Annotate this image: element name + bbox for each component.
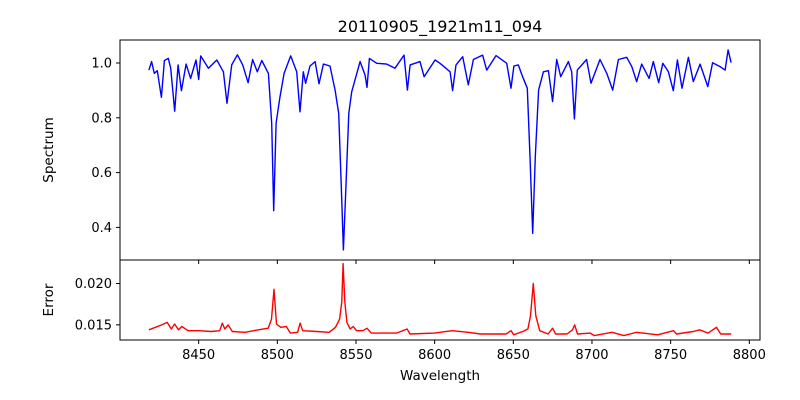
spectrum-panel: 0.4 0.6 0.8 1.0 <box>91 39 761 264</box>
y-tick-label: 0.015 <box>75 318 112 333</box>
y-tick-label: 0.8 <box>91 111 112 126</box>
error-panel: 8450 8500 8550 8600 8650 8700 8750 8800 0.015 0.0… <box>75 259 766 363</box>
x-tick-label: 8800 <box>733 348 766 363</box>
x-axis-label: Wavelength <box>400 368 480 384</box>
y-tick-label: 0.6 <box>91 166 112 181</box>
x-tick-label: 8650 <box>497 348 530 363</box>
axes-frame <box>119 39 761 261</box>
x-tick-label: 8750 <box>654 348 687 363</box>
axes-frame <box>119 259 761 341</box>
error-line <box>148 262 732 337</box>
x-tick-label: 8700 <box>575 348 608 363</box>
x-tick-label: 8500 <box>261 348 294 363</box>
y-tick-label: 0.4 <box>91 221 112 236</box>
x-tick-label: 8600 <box>418 348 451 363</box>
chart-title: 20110905_1921m11_094 <box>338 17 543 37</box>
x-tick-label: 8550 <box>339 348 372 363</box>
y-axis-label-error: Error <box>41 283 57 316</box>
y-tick-label: 1.0 <box>91 57 112 72</box>
spectrum-line <box>148 49 732 251</box>
y-axis-label-spectrum: Spectrum <box>41 117 57 182</box>
y-tick-label: 0.020 <box>75 277 112 292</box>
x-tick-label: 8450 <box>182 348 215 363</box>
